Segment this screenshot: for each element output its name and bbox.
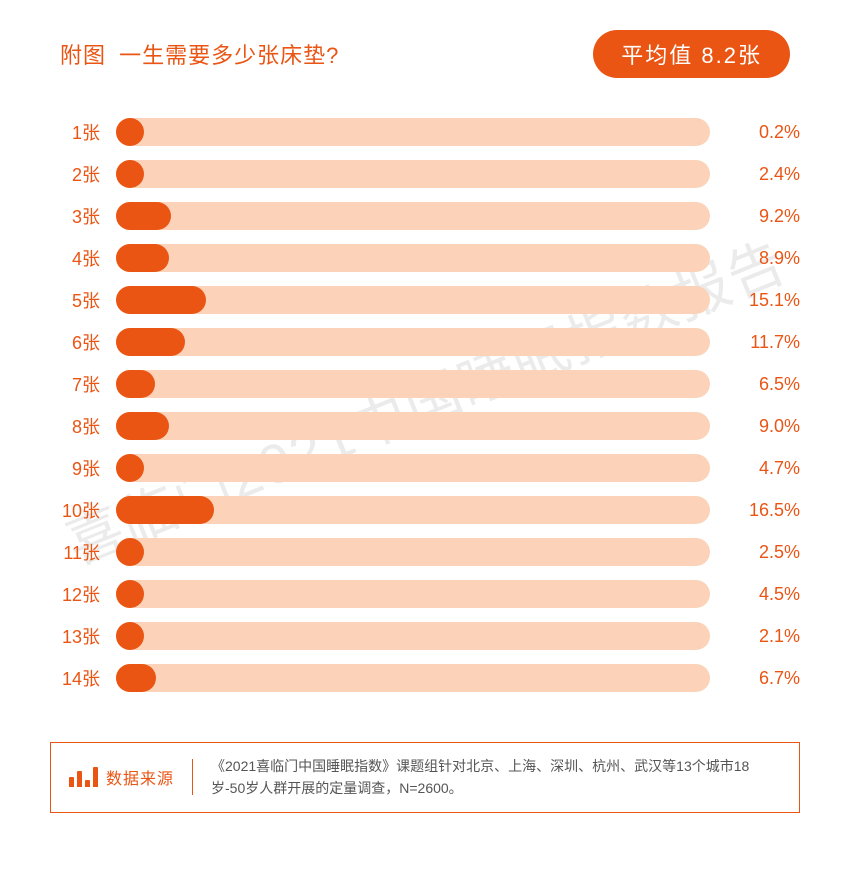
bar-row-label: 9张 — [50, 455, 116, 481]
bar-row-label: 5张 — [50, 287, 116, 313]
bar-row: 3张 9.2% — [50, 202, 800, 230]
bar-track — [116, 370, 710, 398]
bar-icon-bar — [69, 777, 74, 787]
bar-track-wrap — [116, 412, 710, 440]
bar-row: 6张 11.7% — [50, 328, 800, 356]
bar-row: 5张 15.1% — [50, 286, 800, 314]
bar-row-label: 2张 — [50, 161, 116, 187]
bar-fill — [116, 538, 144, 566]
bar-fill — [116, 370, 155, 398]
bar-track-wrap — [116, 286, 710, 314]
bar-row-label: 10张 — [50, 497, 116, 523]
average-badge: 平均值 8.2张 — [593, 30, 790, 78]
bar-row-value: 9.0% — [710, 416, 800, 437]
bar-row: 10张 16.5% — [50, 496, 800, 524]
chart-title: 附图 一生需要多少张床垫? — [60, 38, 339, 70]
bar-fill — [116, 412, 169, 440]
bar-row-value: 11.7% — [710, 332, 800, 353]
bar-track — [116, 454, 710, 482]
bar-track-wrap — [116, 118, 710, 146]
bar-fill — [116, 580, 144, 608]
source-icon-wrap: 数据来源 — [69, 765, 174, 789]
bar-track-wrap — [116, 454, 710, 482]
bar-row-label: 13张 — [50, 623, 116, 649]
bar-track — [116, 580, 710, 608]
bar-row-value: 0.2% — [710, 122, 800, 143]
bar-row-label: 8张 — [50, 413, 116, 439]
bar-row-label: 12张 — [50, 581, 116, 607]
bar-row: 4张 8.9% — [50, 244, 800, 272]
bar-fill — [116, 454, 144, 482]
bar-track-wrap — [116, 160, 710, 188]
bar-fill — [116, 160, 144, 188]
source-text: 《2021喜临门中国睡眠指数》课题组针对北京、上海、深圳、杭州、武汉等13个城市… — [211, 755, 781, 800]
bar-fill — [116, 202, 171, 230]
bar-track — [116, 538, 710, 566]
bar-row-value: 6.5% — [710, 374, 800, 395]
bar-row: 12张 4.5% — [50, 580, 800, 608]
bar-row-label: 7张 — [50, 371, 116, 397]
bar-row-label: 3张 — [50, 203, 116, 229]
source-box: 数据来源 《2021喜临门中国睡眠指数》课题组针对北京、上海、深圳、杭州、武汉等… — [50, 742, 800, 813]
bar-row-value: 6.7% — [710, 668, 800, 689]
bar-chart: 1张 0.2% 2张 2.4% 3张 9.2% 4张 8.9% 5张 15.1% 6张 11.7% 7张… — [50, 118, 800, 692]
bar-row: 13张 2.1% — [50, 622, 800, 650]
bar-track — [116, 202, 710, 230]
bar-track-wrap — [116, 328, 710, 356]
bar-row-value: 9.2% — [710, 206, 800, 227]
source-divider — [192, 759, 193, 795]
bar-row: 1张 0.2% — [50, 118, 800, 146]
bar-fill — [116, 328, 185, 356]
bar-row-label: 14张 — [50, 665, 116, 691]
bar-row: 11张 2.5% — [50, 538, 800, 566]
bar-fill — [116, 244, 169, 272]
bar-track — [116, 412, 710, 440]
bar-row-label: 11张 — [50, 539, 116, 565]
title-main: 一生需要多少张床垫? — [119, 43, 339, 68]
bar-track — [116, 328, 710, 356]
content-container: 附图 一生需要多少张床垫? 平均值 8.2张 1张 0.2% 2张 2.4% 3张 9.2… — [50, 30, 800, 813]
bar-row: 14张 6.7% — [50, 664, 800, 692]
bar-fill — [116, 496, 214, 524]
bar-track — [116, 160, 710, 188]
bar-row-value: 4.7% — [710, 458, 800, 479]
bar-row-value: 16.5% — [710, 500, 800, 521]
bar-fill — [116, 286, 206, 314]
bar-track — [116, 244, 710, 272]
bar-icon-bar — [77, 771, 82, 787]
bar-track — [116, 622, 710, 650]
bar-fill — [116, 118, 144, 146]
bar-row: 7张 6.5% — [50, 370, 800, 398]
bar-row-value: 2.1% — [710, 626, 800, 647]
bar-track-wrap — [116, 622, 710, 650]
bar-row-value: 15.1% — [710, 290, 800, 311]
bar-icon-bar — [93, 767, 98, 787]
bar-fill — [116, 622, 144, 650]
bar-row-value: 2.4% — [710, 164, 800, 185]
source-label: 数据来源 — [106, 765, 174, 789]
title-prefix: 附图 — [60, 43, 106, 68]
bar-chart-icon — [69, 767, 98, 787]
bar-track-wrap — [116, 370, 710, 398]
bar-row-label: 6张 — [50, 329, 116, 355]
bar-track — [116, 664, 710, 692]
bar-row-label: 4张 — [50, 245, 116, 271]
bar-track-wrap — [116, 664, 710, 692]
bar-row: 8张 9.0% — [50, 412, 800, 440]
bar-track — [116, 118, 710, 146]
bar-row-value: 4.5% — [710, 584, 800, 605]
bar-track-wrap — [116, 538, 710, 566]
bar-icon-bar — [85, 780, 90, 787]
bar-row-label: 1张 — [50, 119, 116, 145]
bar-row: 2张 2.4% — [50, 160, 800, 188]
bar-track-wrap — [116, 244, 710, 272]
bar-track-wrap — [116, 202, 710, 230]
bar-track-wrap — [116, 580, 710, 608]
bar-row-value: 2.5% — [710, 542, 800, 563]
bar-row: 9张 4.7% — [50, 454, 800, 482]
bar-row-value: 8.9% — [710, 248, 800, 269]
bar-track-wrap — [116, 496, 710, 524]
header-row: 附图 一生需要多少张床垫? 平均值 8.2张 — [50, 30, 800, 78]
bar-fill — [116, 664, 156, 692]
